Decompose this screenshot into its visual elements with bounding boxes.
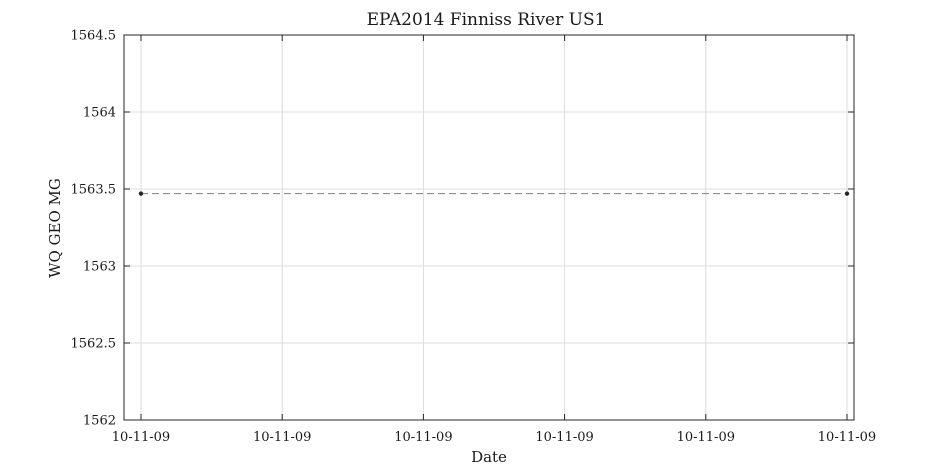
x-tick-label: 10-11-09	[677, 430, 735, 445]
x-axis-label: Date	[471, 448, 507, 466]
x-tick-labels: 10-11-09 10-11-09 10-11-09 10-11-09 10-11-09…	[112, 430, 876, 445]
data-point	[138, 191, 144, 196]
y-tick-label: 1563	[83, 260, 116, 275]
x-tick-label: 10-11-09	[112, 430, 170, 445]
y-tick-label: 1562	[83, 414, 116, 429]
series-layer	[138, 191, 850, 196]
tick-marks	[124, 34, 854, 421]
y-tick-label: 1562.5	[71, 337, 117, 352]
x-tick-label: 10-11-09	[253, 430, 311, 445]
y-tick-label: 1563.5	[71, 183, 117, 198]
x-tick-label: 10-11-09	[535, 430, 593, 445]
plot-area	[123, 34, 855, 421]
chart-title: EPA2014 Finniss River US1	[367, 10, 606, 30]
y-axis-label: WQ GEO MG	[46, 178, 64, 278]
y-tick-label: 1564	[83, 106, 116, 121]
y-tick-label: 1564.5	[71, 29, 117, 44]
data-point	[844, 191, 850, 196]
x-tick-label: 10-11-09	[394, 430, 452, 445]
y-tick-labels: 1562 1562.5 1563 1563.5 1564 1564.5	[71, 29, 117, 429]
x-tick-label: 10-11-09	[818, 430, 876, 445]
